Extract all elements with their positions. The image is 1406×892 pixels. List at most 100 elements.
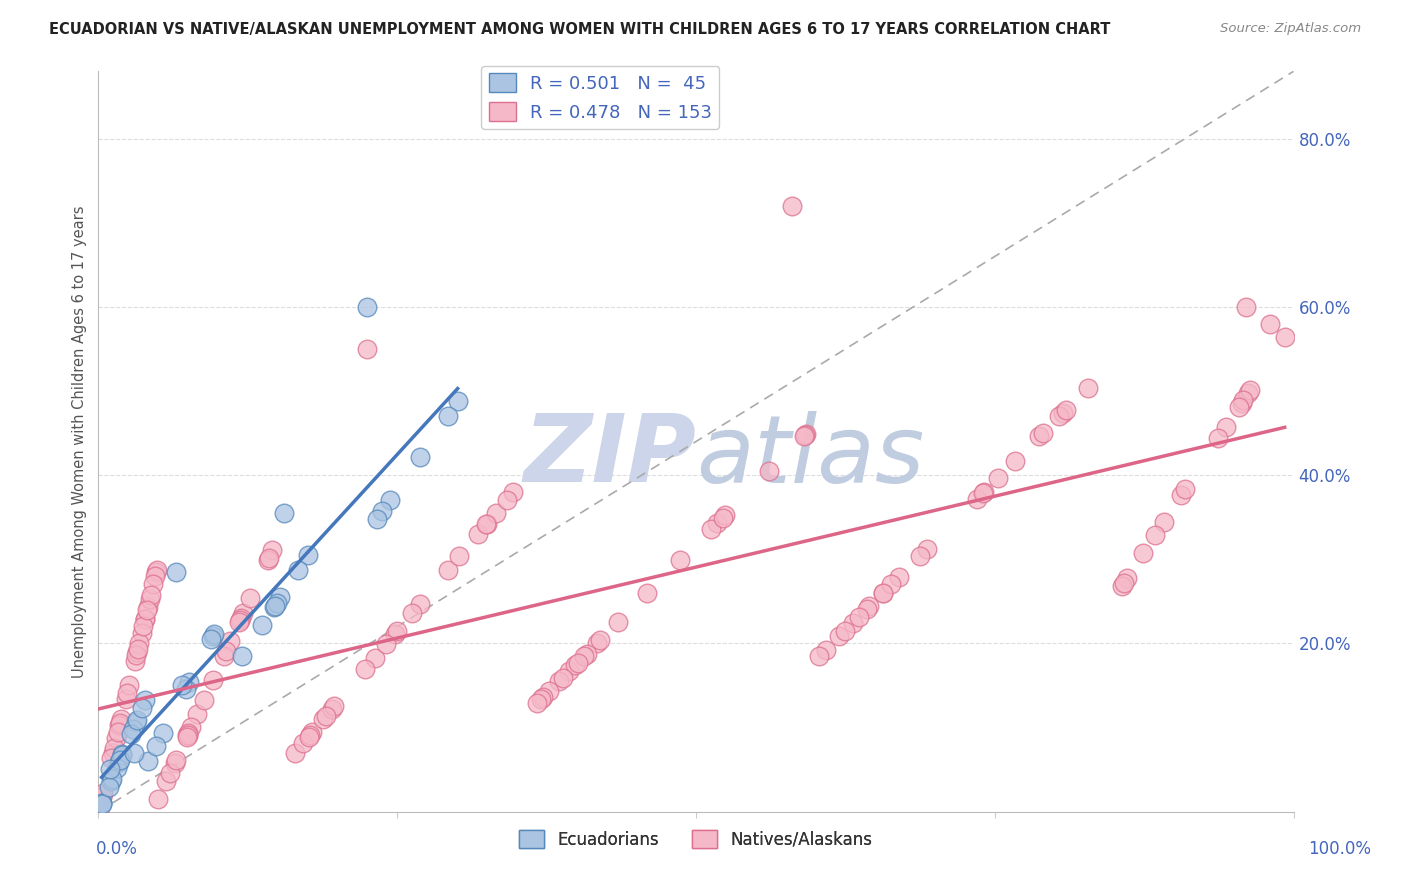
Point — [828, 630, 851, 644]
Point — [1174, 482, 1197, 496]
Point — [143, 569, 166, 583]
Point — [834, 624, 856, 638]
Point — [354, 663, 377, 677]
Point — [780, 199, 803, 213]
Text: 0.0%: 0.0% — [96, 840, 138, 858]
Point — [1054, 403, 1077, 417]
Point — [131, 625, 153, 640]
Point — [526, 696, 548, 710]
Point — [1170, 488, 1192, 502]
Point — [409, 597, 432, 611]
Point — [176, 728, 198, 742]
Point — [408, 450, 430, 464]
Point — [1232, 393, 1254, 408]
Point — [548, 673, 571, 688]
Point — [186, 707, 208, 722]
Point — [176, 728, 198, 742]
Point — [794, 427, 817, 442]
Point — [475, 516, 498, 531]
Point — [530, 692, 553, 706]
Point — [1052, 406, 1074, 420]
Point — [105, 761, 128, 775]
Point — [269, 590, 291, 604]
Point — [558, 664, 581, 678]
Text: ECUADORIAN VS NATIVE/ALASKAN UNEMPLOYMENT AMONG WOMEN WITH CHILDREN AGES 6 TO 17: ECUADORIAN VS NATIVE/ALASKAN UNEMPLOYMEN… — [49, 22, 1111, 37]
Point — [794, 427, 817, 442]
Point — [1239, 383, 1261, 397]
Point — [105, 731, 128, 745]
Point — [1258, 317, 1281, 331]
Point — [108, 718, 131, 732]
Point — [908, 549, 931, 563]
Point — [855, 602, 877, 616]
Point — [636, 586, 658, 600]
Point — [531, 690, 554, 704]
Point — [145, 739, 167, 754]
Point — [669, 553, 692, 567]
Point — [176, 728, 198, 742]
Point — [257, 550, 280, 565]
Point — [163, 756, 186, 771]
Point — [134, 693, 156, 707]
Point — [231, 611, 253, 625]
Point — [138, 592, 160, 607]
Point — [114, 692, 136, 706]
Point — [262, 542, 284, 557]
Point — [880, 577, 903, 591]
Point — [607, 615, 630, 629]
Point — [287, 563, 309, 577]
Point — [159, 766, 181, 780]
Point — [152, 726, 174, 740]
Point — [1143, 528, 1166, 542]
Point — [87, 802, 110, 816]
Point — [502, 485, 524, 500]
Point — [401, 606, 423, 620]
Point — [177, 726, 200, 740]
Point — [155, 774, 177, 789]
Point — [128, 636, 150, 650]
Point — [134, 612, 156, 626]
Point — [231, 648, 253, 663]
Point — [111, 747, 134, 762]
Point — [90, 790, 112, 805]
Point — [1116, 571, 1139, 585]
Point — [1004, 453, 1026, 467]
Point — [263, 600, 285, 615]
Point — [101, 746, 124, 760]
Y-axis label: Unemployment Among Women with Children Ages 6 to 17 years: Unemployment Among Women with Children A… — [72, 205, 87, 678]
Text: 100.0%: 100.0% — [1308, 840, 1371, 858]
Point — [165, 752, 187, 766]
Point — [1111, 579, 1133, 593]
Point — [134, 612, 156, 626]
Text: ZIP: ZIP — [523, 410, 696, 502]
Point — [872, 586, 894, 600]
Point — [120, 727, 142, 741]
Point — [201, 629, 224, 643]
Point — [297, 730, 319, 744]
Point — [385, 624, 408, 639]
Point — [136, 600, 159, 615]
Point — [793, 428, 815, 442]
Point — [814, 643, 837, 657]
Point — [136, 754, 159, 768]
Point — [475, 517, 498, 532]
Point — [165, 565, 187, 579]
Point — [589, 633, 612, 648]
Point — [551, 671, 574, 685]
Point — [1112, 575, 1135, 590]
Point — [90, 797, 112, 812]
Point — [363, 651, 385, 665]
Point — [179, 674, 201, 689]
Point — [321, 702, 343, 716]
Point — [136, 603, 159, 617]
Point — [145, 563, 167, 577]
Point — [1215, 420, 1237, 434]
Point — [987, 470, 1010, 484]
Point — [131, 700, 153, 714]
Point — [1227, 401, 1250, 415]
Point — [108, 753, 131, 767]
Point — [706, 516, 728, 531]
Point — [315, 709, 337, 723]
Point — [142, 577, 165, 591]
Point — [887, 570, 910, 584]
